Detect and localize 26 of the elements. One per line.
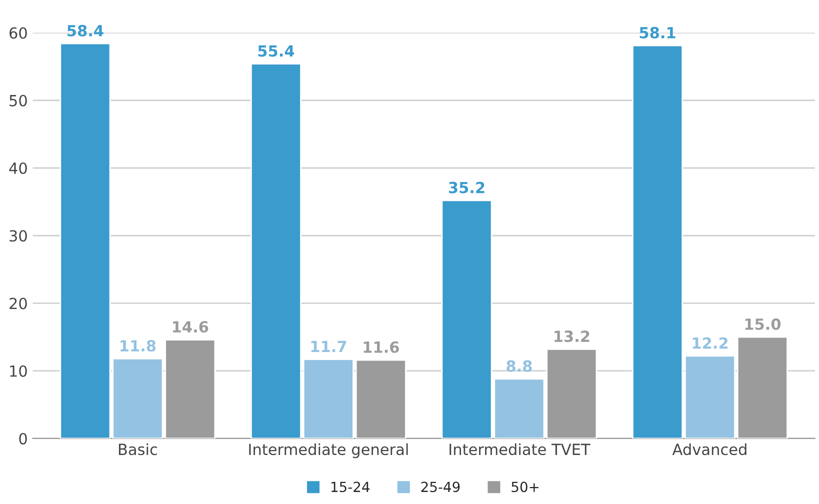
legend-label: 25-49 xyxy=(421,482,460,492)
y-tick-label: 40 xyxy=(9,162,27,174)
data-label: 15.0 xyxy=(745,318,781,330)
y-tick-label: 20 xyxy=(10,298,27,310)
data-label: 11.8 xyxy=(120,340,156,352)
data-label: 11.7 xyxy=(311,340,346,352)
data-label: 8.8 xyxy=(506,360,532,372)
data-label: 35.2 xyxy=(448,182,484,194)
data-label: 12.2 xyxy=(692,337,728,349)
x-tick-label: Intermediate TVET xyxy=(450,443,590,456)
data-label: 58.4 xyxy=(68,24,104,36)
y-tick-label: 60 xyxy=(10,27,27,39)
data-label: 14.6 xyxy=(173,321,208,333)
x-tick-label: Basic xyxy=(118,443,157,456)
data-label: 13.2 xyxy=(554,330,590,342)
data-label: 55.4 xyxy=(258,45,294,57)
x-tick-label: Intermediate general xyxy=(249,443,408,458)
x-tick-label: Advanced xyxy=(672,443,746,456)
data-label: 11.6 xyxy=(364,341,399,353)
y-tick-label: 10 xyxy=(10,365,27,377)
legend-label: 15-24 xyxy=(331,482,370,492)
data-label: 58.1 xyxy=(640,26,676,38)
y-tick-label: 30 xyxy=(10,230,27,242)
y-tick-label: 50 xyxy=(10,94,27,106)
legend-label: 50+ xyxy=(512,482,538,492)
y-tick-label: 0 xyxy=(19,432,27,444)
